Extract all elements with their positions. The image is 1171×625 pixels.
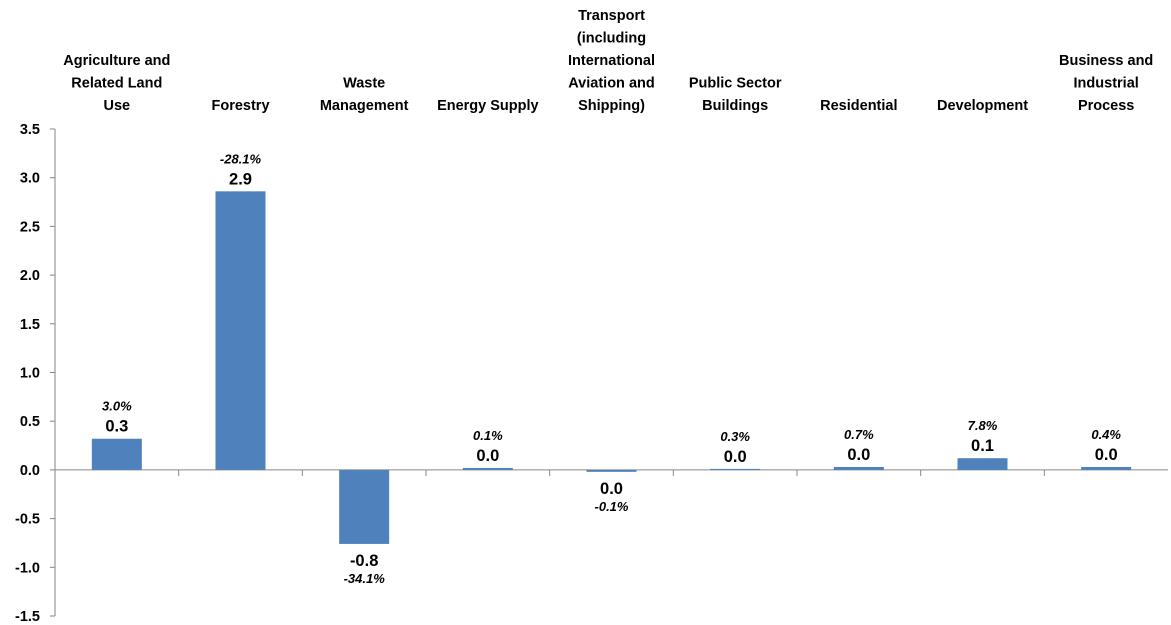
labels-layer: 0.3 3.0% Agriculture and Related Land Use 2.9… bbox=[63, 8, 1153, 586]
data-label-value: 0.0 bbox=[724, 448, 747, 466]
bar bbox=[833, 466, 884, 470]
y-tick-label: 0.5 bbox=[20, 414, 40, 430]
bar bbox=[462, 467, 513, 470]
y-tick-label: 3.5 bbox=[20, 122, 40, 138]
data-label-value: -0.8 bbox=[350, 552, 378, 570]
category-label: International bbox=[568, 53, 655, 69]
category-label: (including bbox=[577, 31, 646, 47]
category-label: Buildings bbox=[702, 98, 768, 114]
bar bbox=[215, 191, 266, 470]
data-label-value: 0.0 bbox=[847, 446, 870, 464]
data-label-percent: -0.1% bbox=[595, 499, 629, 514]
category-label: Related Land bbox=[71, 76, 162, 92]
category-label: Residential bbox=[820, 98, 897, 114]
y-tick-label: -0.5 bbox=[15, 512, 40, 528]
data-label-percent: 0.4% bbox=[1091, 427, 1121, 442]
y-tick-label: 3.0 bbox=[20, 171, 40, 187]
category-label: Waste bbox=[343, 76, 385, 92]
category-label: Business and bbox=[1059, 53, 1153, 69]
category-label: Transport bbox=[578, 8, 645, 24]
y-tick-label: -1.5 bbox=[15, 609, 40, 625]
data-label-value: 2.9 bbox=[229, 170, 252, 188]
category-label: Process bbox=[1078, 98, 1134, 114]
category-label: Industrial bbox=[1074, 76, 1139, 92]
category-label: Shipping) bbox=[578, 98, 645, 114]
bar bbox=[957, 458, 1008, 470]
data-label-percent: -34.1% bbox=[344, 571, 386, 586]
y-tick-label: 1.0 bbox=[20, 366, 40, 382]
data-label-percent: 0.7% bbox=[844, 427, 874, 442]
bar bbox=[339, 469, 390, 544]
y-tick-label: 2.5 bbox=[20, 219, 40, 235]
bar bbox=[710, 468, 761, 470]
bar bbox=[91, 438, 142, 470]
category-label: Development bbox=[937, 98, 1028, 114]
data-label-value: 0.0 bbox=[600, 480, 623, 498]
category-label: Agriculture and bbox=[63, 53, 170, 69]
data-label-percent: 0.3% bbox=[720, 429, 750, 444]
y-tick-label: 1.5 bbox=[20, 317, 40, 333]
data-label-percent: 0.1% bbox=[473, 428, 503, 443]
data-label-percent: 7.8% bbox=[968, 418, 998, 433]
category-label: Public Sector bbox=[689, 76, 782, 92]
category-label: Management bbox=[320, 98, 409, 114]
axis-layer: 3.5 3.0 2.5 2.0 1.5 1.0 0.5 0.0 -0.5 -1.0 -1.5 bbox=[15, 122, 1168, 625]
category-label: Aviation and bbox=[568, 76, 654, 92]
data-label-value: 0.3 bbox=[105, 418, 128, 436]
category-label: Use bbox=[104, 98, 131, 114]
category-label: Forestry bbox=[211, 98, 269, 114]
data-label-percent: -28.1% bbox=[220, 151, 262, 166]
y-tick-label: 2.0 bbox=[20, 268, 40, 284]
bars-layer bbox=[91, 191, 1132, 544]
bar bbox=[1081, 466, 1132, 470]
data-label-value: 0.0 bbox=[1095, 446, 1118, 464]
y-tick-label: 0.0 bbox=[20, 463, 40, 479]
data-label-value: 0.1 bbox=[971, 437, 994, 455]
data-label-percent: 3.0% bbox=[102, 399, 132, 414]
y-tick-label: -1.0 bbox=[15, 560, 40, 576]
category-label: Energy Supply bbox=[437, 98, 539, 114]
data-label-value: 0.0 bbox=[476, 447, 499, 465]
bar bbox=[586, 469, 637, 472]
